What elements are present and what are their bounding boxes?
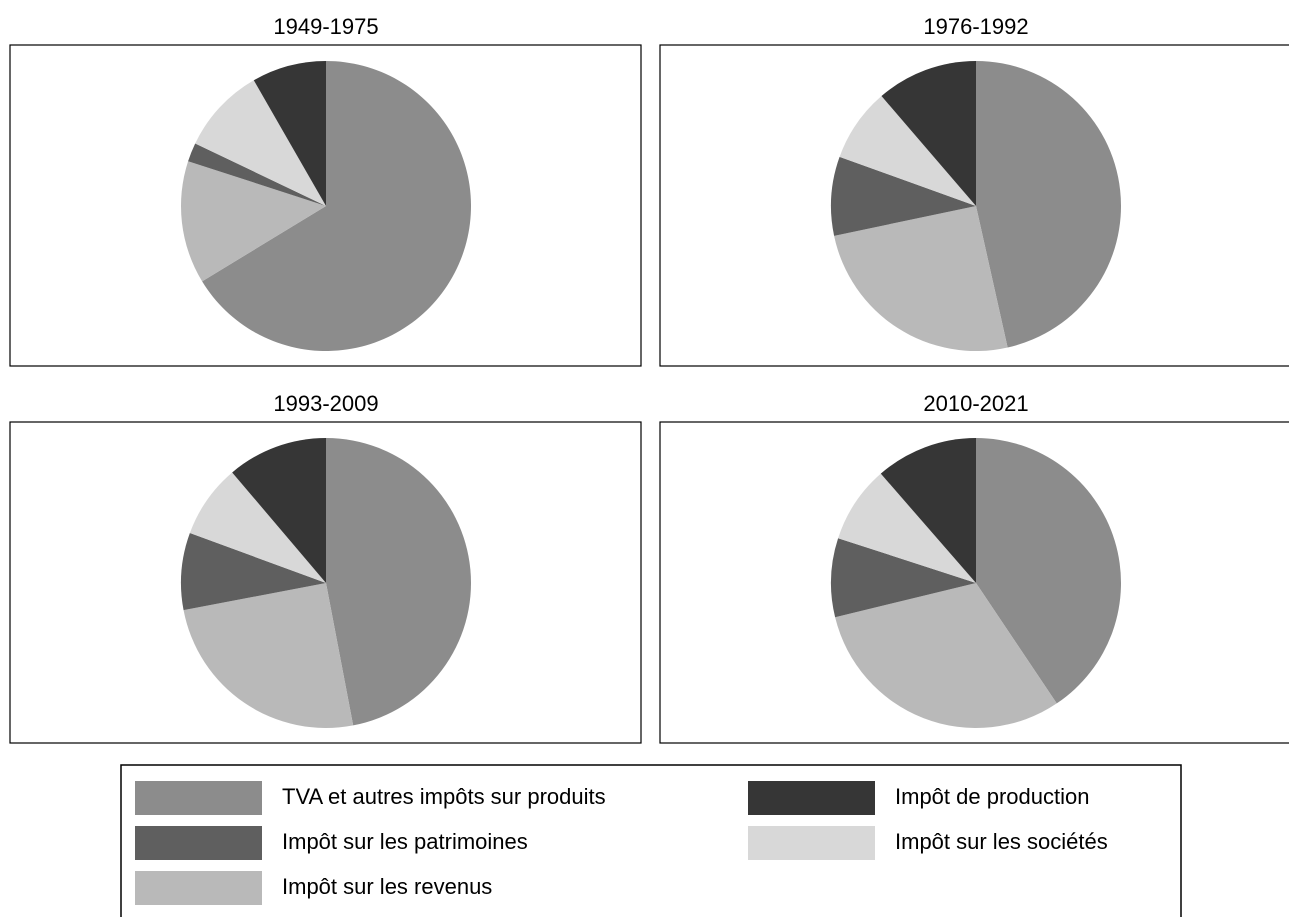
pie-slice bbox=[183, 583, 354, 728]
pie-slice bbox=[831, 156, 976, 236]
pie-slice bbox=[831, 538, 976, 618]
pie-slice bbox=[976, 438, 1121, 704]
chart-title: 1993-2009 bbox=[273, 391, 378, 416]
legend-box bbox=[120, 764, 1182, 917]
legend-label: Impôt sur les revenus bbox=[282, 874, 492, 899]
panel-frame bbox=[659, 421, 1289, 744]
pie-slice bbox=[189, 472, 326, 583]
pie-slice bbox=[202, 61, 472, 351]
legend-swatch bbox=[135, 871, 262, 905]
chart-title: 1949-1975 bbox=[273, 14, 378, 39]
pie-slice bbox=[188, 143, 326, 206]
pie-slice bbox=[838, 473, 976, 583]
pie-slice bbox=[976, 61, 1121, 348]
legend-label: Impôt sur les sociétés bbox=[895, 829, 1108, 854]
legend-swatch bbox=[135, 781, 262, 815]
pie-slice bbox=[880, 438, 976, 583]
legend-label: TVA et autres impôts sur produits bbox=[282, 784, 606, 809]
legend-swatch bbox=[748, 826, 875, 860]
legend-label: Impôt de production bbox=[895, 784, 1089, 809]
panel-frame bbox=[659, 44, 1289, 367]
panel-frame bbox=[9, 421, 642, 744]
panel-frame bbox=[9, 44, 642, 367]
pie-slice bbox=[881, 61, 976, 206]
pie-slice bbox=[253, 61, 326, 206]
pie-slice bbox=[834, 206, 1008, 351]
legend-label: Impôt sur les patrimoines bbox=[282, 829, 528, 854]
legend-swatch bbox=[748, 781, 875, 815]
chart-title: 2010-2021 bbox=[923, 391, 1028, 416]
pie-slice bbox=[195, 80, 326, 206]
legend-swatch bbox=[135, 826, 262, 860]
pie-slice bbox=[180, 533, 326, 611]
pie-slice bbox=[839, 96, 976, 206]
pie-slice bbox=[232, 438, 326, 583]
chart-title: 1976-1992 bbox=[923, 14, 1028, 39]
pie-slice bbox=[835, 583, 1057, 729]
pie-slice bbox=[326, 438, 471, 726]
pie-slice bbox=[181, 161, 326, 282]
